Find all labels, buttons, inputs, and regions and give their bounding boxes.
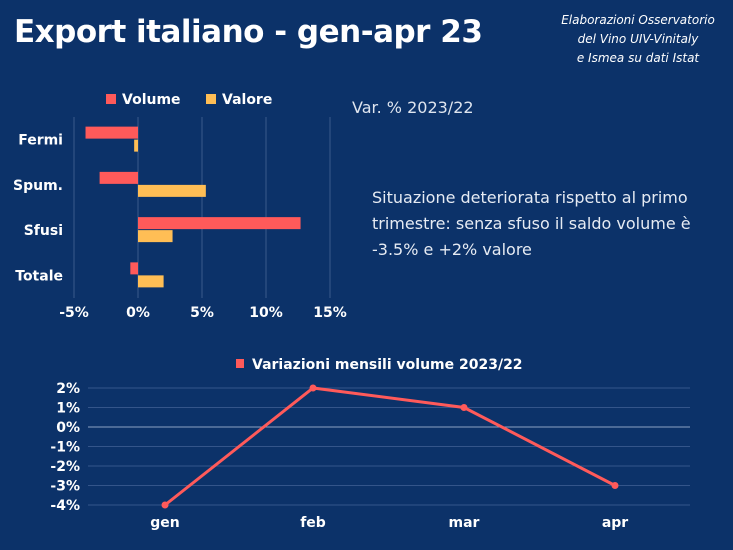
y-tick-label: -1% xyxy=(50,440,80,456)
x-tick-label: 10% xyxy=(249,305,283,321)
page-title: Export italiano - gen-apr 23 xyxy=(14,14,483,50)
x-tick-label: gen xyxy=(150,515,179,531)
legend-label: Volume xyxy=(122,92,181,108)
bar-valore xyxy=(138,275,164,288)
category-label: Totale xyxy=(15,268,63,284)
source-credit: Elaborazioni Osservatorio del Vino UIV-V… xyxy=(548,11,728,68)
x-tick-label: 15% xyxy=(313,305,347,321)
credit-line: Elaborazioni Osservatorio xyxy=(561,13,715,27)
y-tick-label: -3% xyxy=(50,479,80,495)
data-point xyxy=(309,384,317,392)
category-label: Fermi xyxy=(18,133,63,149)
bar-valore xyxy=(134,139,138,152)
category-label: Spum. xyxy=(13,178,63,194)
x-tick-label: 5% xyxy=(190,305,214,321)
legend-swatch xyxy=(236,359,244,368)
credit-line: e Ismea su dati Istat xyxy=(576,51,700,65)
bar-volume xyxy=(138,217,301,230)
legend-swatch xyxy=(206,94,216,104)
bar-valore xyxy=(138,230,173,243)
y-tick-label: 0% xyxy=(56,420,80,436)
chart-title: Variazioni mensili volume 2023/22 xyxy=(252,357,523,373)
bar-valore xyxy=(138,184,206,197)
commentary-note: Situazione deteriorata rispetto al primo… xyxy=(372,188,691,259)
data-point xyxy=(460,404,468,411)
bar-volume xyxy=(130,262,138,275)
x-tick-label: mar xyxy=(449,515,480,531)
legend-swatch xyxy=(106,94,116,104)
data-point xyxy=(161,501,169,509)
x-tick-label: apr xyxy=(602,515,628,531)
credit-line: del Vino UIV-Vinitaly xyxy=(577,32,699,46)
x-tick-label: 0% xyxy=(126,305,150,321)
y-tick-label: 1% xyxy=(56,401,80,417)
data-point xyxy=(611,482,619,489)
category-label: Sfusi xyxy=(24,223,63,239)
y-tick-label: -2% xyxy=(50,459,80,475)
variation-label: Var. % 2023/22 xyxy=(352,98,474,117)
y-tick-label: -4% xyxy=(50,498,80,514)
bar-volume xyxy=(99,171,138,184)
x-tick-label: -5% xyxy=(59,305,89,321)
bar-volume xyxy=(85,126,138,139)
legend-label: Valore xyxy=(222,92,272,108)
x-tick-label: feb xyxy=(300,515,326,531)
series-line xyxy=(164,386,616,507)
y-tick-label: 2% xyxy=(56,381,80,397)
